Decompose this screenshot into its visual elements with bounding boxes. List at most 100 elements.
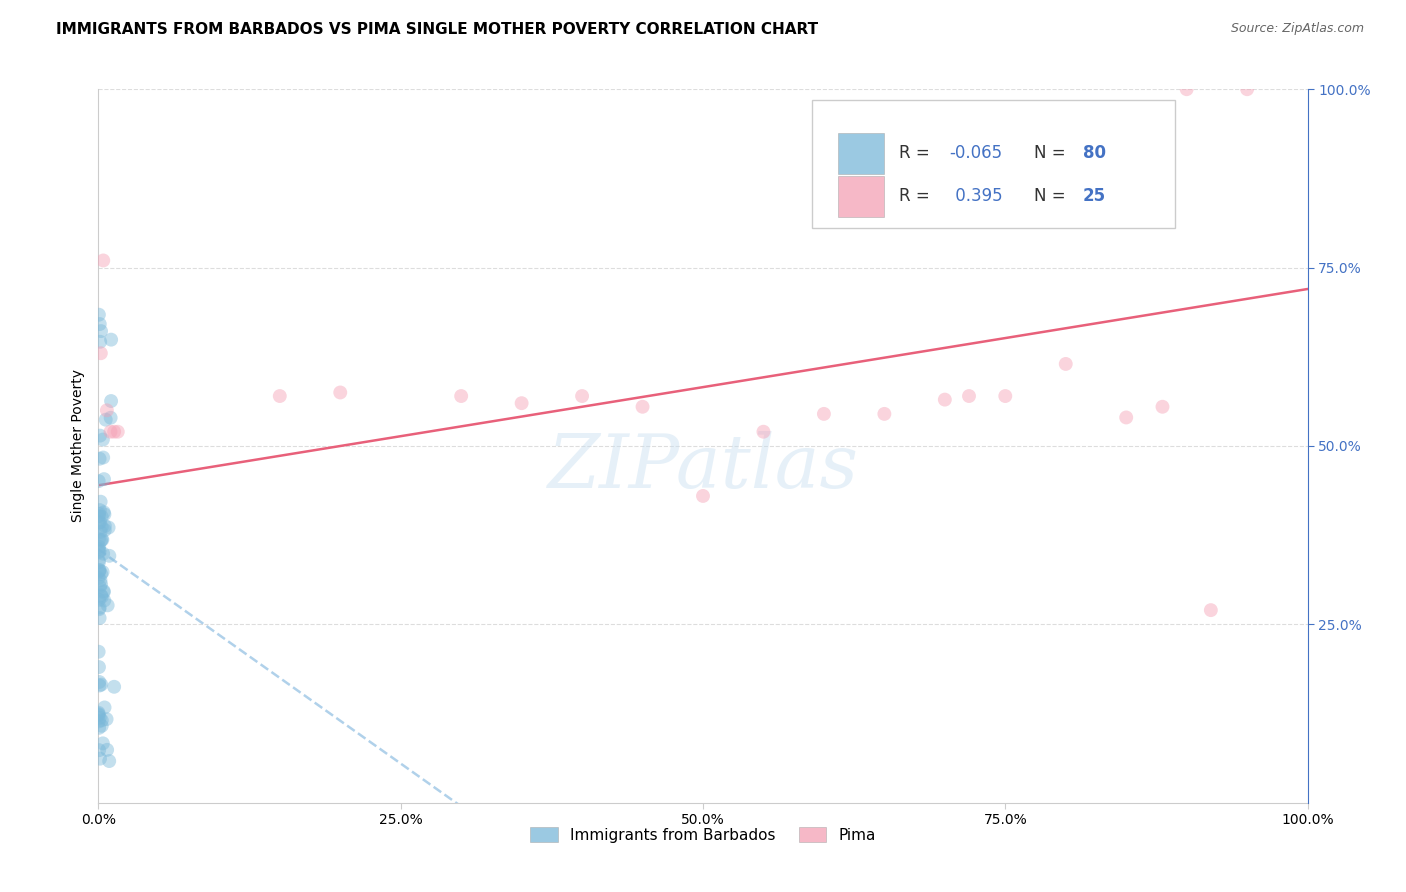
Text: R =: R = xyxy=(898,145,935,162)
Point xyxy=(89,317,111,331)
Point xyxy=(93,585,115,599)
Point xyxy=(93,700,115,714)
Point xyxy=(87,571,110,585)
Point xyxy=(90,719,112,733)
Point xyxy=(87,714,110,729)
Point xyxy=(87,708,110,723)
Point xyxy=(90,494,112,508)
Text: 80: 80 xyxy=(1083,145,1105,162)
Point xyxy=(87,721,110,735)
Point xyxy=(89,543,111,558)
Point xyxy=(752,425,775,439)
Point xyxy=(89,602,111,616)
Point xyxy=(87,706,110,720)
Point xyxy=(89,573,111,587)
Point xyxy=(93,472,115,486)
Point xyxy=(89,675,111,690)
Point xyxy=(89,564,111,578)
Point xyxy=(94,523,117,537)
Point xyxy=(91,450,114,465)
Text: 0.395: 0.395 xyxy=(949,187,1002,205)
Text: 25: 25 xyxy=(1083,187,1105,205)
Point xyxy=(100,394,122,409)
Point xyxy=(98,754,121,768)
Point xyxy=(87,645,110,659)
Point xyxy=(1236,82,1258,96)
Point xyxy=(91,533,114,547)
Point xyxy=(1115,410,1137,425)
Point xyxy=(873,407,896,421)
Point xyxy=(100,333,122,347)
Point xyxy=(87,516,110,530)
Point xyxy=(93,505,115,519)
Point xyxy=(89,428,111,442)
Point xyxy=(90,577,112,591)
Text: N =: N = xyxy=(1035,187,1071,205)
Point xyxy=(450,389,472,403)
Point xyxy=(90,590,112,604)
Point xyxy=(813,407,835,421)
FancyBboxPatch shape xyxy=(811,100,1174,228)
Point xyxy=(97,520,120,534)
Point xyxy=(90,588,112,602)
Point xyxy=(89,524,111,539)
Point xyxy=(90,533,112,548)
Point xyxy=(96,403,118,417)
Point xyxy=(98,549,121,563)
Point xyxy=(89,540,111,554)
Point xyxy=(91,433,114,447)
Point xyxy=(1175,82,1198,96)
Text: ZIPatlas: ZIPatlas xyxy=(547,431,859,504)
Point xyxy=(89,580,111,594)
Point xyxy=(571,389,593,403)
Point xyxy=(87,707,110,722)
Point xyxy=(89,679,111,693)
FancyBboxPatch shape xyxy=(838,176,884,217)
Point xyxy=(329,385,352,400)
Text: IMMIGRANTS FROM BARBADOS VS PIMA SINGLE MOTHER POVERTY CORRELATION CHART: IMMIGRANTS FROM BARBADOS VS PIMA SINGLE … xyxy=(56,22,818,37)
Point xyxy=(87,592,110,607)
Point xyxy=(87,533,110,547)
Point xyxy=(89,451,111,466)
Point xyxy=(103,425,125,439)
Point xyxy=(103,680,125,694)
Point xyxy=(93,584,115,599)
Point xyxy=(269,389,291,403)
Point xyxy=(96,712,118,726)
Point xyxy=(89,711,111,725)
Point xyxy=(91,547,114,561)
Point xyxy=(90,324,112,338)
Point xyxy=(91,736,114,750)
Text: N =: N = xyxy=(1035,145,1071,162)
Point xyxy=(90,567,112,582)
Point xyxy=(94,412,117,426)
Point xyxy=(1054,357,1077,371)
Point xyxy=(90,714,112,728)
Point xyxy=(89,503,111,517)
Point xyxy=(957,389,980,403)
FancyBboxPatch shape xyxy=(838,133,884,174)
Text: -0.065: -0.065 xyxy=(949,145,1002,162)
Point xyxy=(631,400,654,414)
Point xyxy=(87,660,110,674)
Point xyxy=(89,743,111,757)
Point xyxy=(89,507,111,521)
Point xyxy=(100,410,122,425)
Point xyxy=(90,520,112,534)
Point xyxy=(89,563,111,577)
Point xyxy=(89,611,111,625)
Point xyxy=(510,396,533,410)
Point xyxy=(100,425,122,439)
Point xyxy=(107,425,129,439)
Point xyxy=(87,542,110,557)
Point xyxy=(87,555,110,569)
Point xyxy=(96,743,118,757)
Point xyxy=(89,600,111,615)
Point xyxy=(90,509,112,524)
Point xyxy=(90,678,112,692)
Point xyxy=(93,508,115,522)
Point xyxy=(87,474,110,488)
Text: R =: R = xyxy=(898,187,935,205)
Point xyxy=(89,565,111,579)
Text: Source: ZipAtlas.com: Source: ZipAtlas.com xyxy=(1230,22,1364,36)
